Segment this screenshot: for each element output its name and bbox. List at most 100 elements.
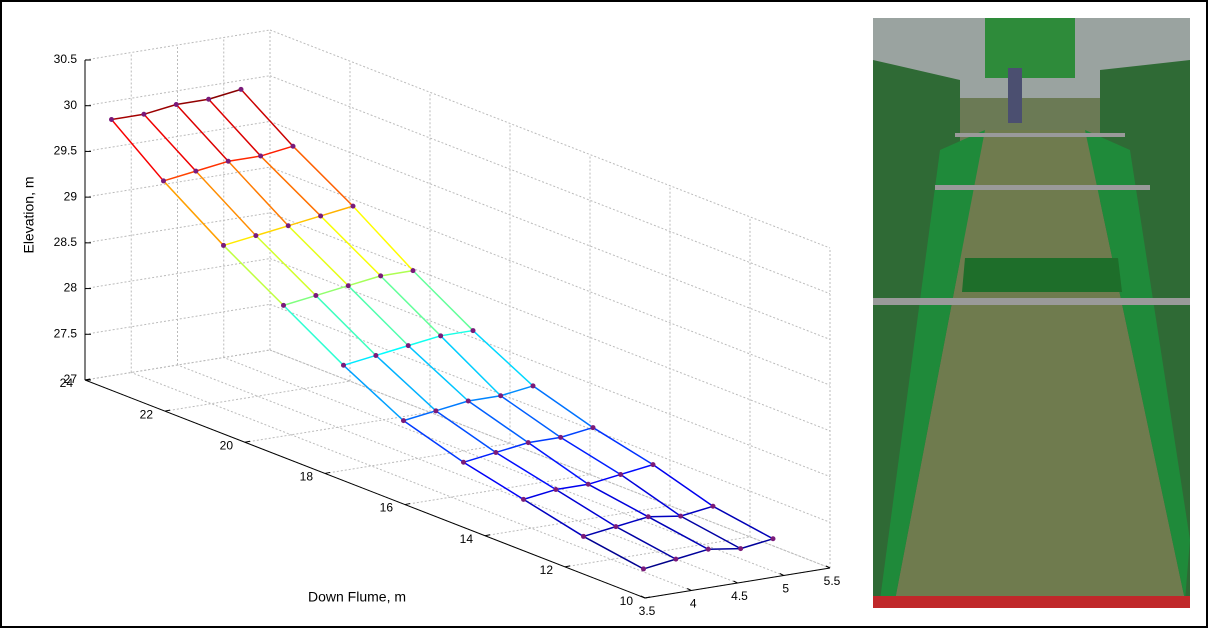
mesh-node	[141, 111, 147, 117]
mesh-edge	[255, 225, 289, 237]
mesh-node	[313, 293, 319, 299]
y-tick	[404, 503, 411, 506]
axis-line	[84, 379, 646, 599]
mesh-edge	[240, 88, 294, 147]
mesh-node	[405, 343, 411, 349]
mesh-edge	[592, 426, 654, 466]
mesh-edge	[560, 436, 622, 476]
mesh-edge	[500, 395, 562, 439]
mesh-node	[525, 440, 531, 446]
mesh-node	[161, 178, 166, 184]
mesh-edge	[260, 145, 294, 157]
x-tick-label: 4.5	[731, 589, 748, 603]
mesh-edge	[555, 483, 589, 491]
mesh-edge	[222, 244, 285, 306]
mesh-edge	[228, 155, 261, 163]
mesh-edge	[162, 180, 225, 246]
mesh-node	[253, 233, 259, 239]
mesh-edge	[260, 155, 322, 217]
grid-line	[84, 29, 271, 61]
mesh-edge	[583, 525, 617, 538]
mesh-node	[710, 503, 716, 509]
mesh-edge	[288, 215, 321, 227]
y-tick	[164, 409, 171, 412]
photo-beam	[955, 133, 1125, 137]
mesh-edge	[527, 442, 589, 485]
z-tick-label: 30	[64, 98, 78, 112]
z-axis-label: Elevation, m	[21, 176, 37, 253]
photo	[873, 18, 1190, 608]
mesh-edge	[740, 538, 774, 550]
mesh-edge	[352, 205, 414, 272]
mesh-edge	[440, 329, 474, 337]
grid-line	[269, 212, 831, 432]
grid-line	[269, 258, 831, 478]
mesh-edge	[380, 275, 442, 337]
photo-person	[1008, 68, 1022, 123]
mesh-edge	[176, 98, 209, 106]
z-tick-label: 27.5	[54, 326, 78, 340]
mesh-node	[401, 418, 406, 424]
mesh-node	[373, 352, 379, 358]
mesh-edge	[320, 205, 354, 217]
y-tick-label: 22	[140, 407, 154, 421]
mesh-edge	[555, 488, 617, 528]
mesh-edge	[463, 451, 497, 464]
mesh-edge	[283, 294, 317, 307]
mesh-edge	[408, 335, 441, 347]
mesh-edge	[255, 235, 317, 297]
mesh-node	[109, 117, 114, 123]
grid-line	[269, 166, 831, 386]
z-tick-label: 30.5	[54, 52, 78, 66]
y-axis-label: Down Flume, m	[308, 589, 406, 605]
mesh-node	[585, 481, 591, 487]
photo-beam	[873, 298, 1190, 305]
grid-line	[484, 505, 671, 537]
mesh-edge	[643, 558, 677, 570]
mesh-edge	[652, 464, 714, 507]
grid-line	[269, 303, 831, 523]
x-tick	[779, 573, 784, 576]
mesh-edge	[143, 103, 177, 116]
y-tick	[324, 471, 331, 474]
mesh-edge	[680, 505, 714, 517]
grid-line	[324, 442, 511, 474]
mesh-edge	[647, 516, 709, 550]
mesh-edge	[175, 103, 229, 162]
photo-beam	[935, 185, 1150, 190]
mesh-node	[341, 362, 346, 368]
grid-line	[269, 349, 831, 569]
mesh-node	[193, 168, 199, 174]
mesh-node	[678, 513, 684, 519]
mesh-node	[498, 393, 504, 399]
mesh-node	[345, 283, 351, 289]
mesh-node	[470, 328, 476, 334]
y-tick-label: 14	[460, 532, 474, 546]
mesh-edge	[375, 344, 409, 357]
mesh-edge	[208, 98, 262, 157]
grid-line	[131, 372, 692, 591]
mesh-edge	[195, 160, 229, 172]
mesh-edge	[440, 335, 502, 397]
mesh-edge	[495, 451, 557, 491]
mesh-edge	[348, 275, 381, 287]
mesh-edge	[292, 145, 354, 207]
mesh-edge	[412, 270, 474, 332]
mesh-edge	[472, 330, 534, 387]
mesh-node	[378, 273, 384, 279]
mesh-edge	[708, 547, 741, 551]
mesh-edge	[523, 488, 557, 501]
mesh-edge	[615, 525, 677, 560]
x-tick	[640, 595, 646, 599]
mesh-node	[238, 86, 244, 92]
mesh-edge	[403, 410, 437, 422]
mesh-node	[558, 434, 564, 440]
mesh-node	[650, 462, 656, 468]
grid-line	[269, 120, 831, 340]
mesh-edge	[407, 345, 469, 402]
mesh-node	[613, 524, 619, 530]
mesh-node	[645, 514, 651, 520]
mesh-edge	[560, 426, 594, 439]
mesh-edge	[435, 400, 469, 412]
mesh-edge	[343, 354, 377, 367]
